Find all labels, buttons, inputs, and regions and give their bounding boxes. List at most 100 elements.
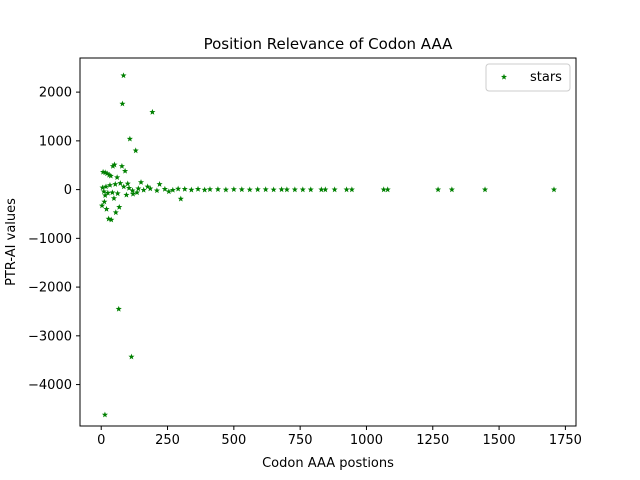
data-point [110,195,117,201]
y-tick-label: 1000 [39,134,72,149]
data-point [161,185,168,192]
data-point [201,186,208,193]
y-tick-label: 0 [64,183,72,198]
data-point [115,305,122,312]
data-point [481,186,489,193]
data-point [194,185,202,192]
data-point [135,185,142,192]
data-point [100,188,107,195]
x-tick-label: 750 [288,433,313,448]
data-point [106,182,114,188]
plot-frame [79,57,577,427]
data-point [98,202,106,209]
data-point [105,215,112,222]
data-point [331,186,338,193]
data-point [283,186,290,193]
legend: stars [485,63,571,92]
y-tick-label: −4000 [28,378,72,393]
y-tick-label: −2000 [28,281,72,296]
data-point [99,184,106,191]
data-point [348,186,355,193]
legend-star-marker [500,73,508,80]
x-tick-label: 1250 [416,433,449,448]
data-point [118,163,125,169]
data-point [299,186,306,193]
data-point [140,186,147,193]
data-point [270,186,277,193]
data-point [123,191,130,198]
y-tick-label: −1000 [28,232,72,247]
data-point [130,190,137,197]
data-point [119,100,126,107]
data-point [206,186,214,192]
data-point [114,190,121,197]
data-point [117,180,124,186]
data-point [116,203,123,210]
x-tick-label: 0 [97,433,105,448]
data-point [114,174,121,181]
data-point [126,135,133,142]
data-point [126,184,133,191]
data-point [230,186,237,192]
data-point [132,147,139,154]
x-tick-label: 1500 [483,433,516,448]
y-tick-label: 2000 [39,86,72,101]
data-point [246,186,253,193]
data-point [238,186,245,193]
data-point [435,186,442,193]
data-point [137,179,145,185]
x-tick-label: 250 [155,433,180,448]
data-point [149,108,156,115]
data-point [102,169,109,176]
x-tick-label: 1000 [350,433,383,448]
data-point [343,186,350,193]
data-point [124,180,131,187]
data-point [214,186,221,192]
x-tick-label: 1750 [549,433,582,448]
data-point [322,186,329,193]
data-point [102,192,109,199]
data-point [307,186,314,193]
data-point [122,167,129,174]
data-point [278,186,285,193]
data-point [165,188,172,195]
x-tick-label: 500 [221,433,246,448]
data-point [384,186,391,193]
data-point [112,181,119,187]
data-point [104,170,111,177]
data-point [120,72,127,79]
data-point [550,186,558,193]
data-point [262,186,269,193]
axis-ticks: 0 250 500 750 1000 1250 1500 1750 −4000 −3000 −200… [28,86,582,448]
data-point [133,189,141,196]
data-point [448,186,455,193]
data-point [112,209,119,216]
y-axis-title: PTR-AI values [4,198,19,286]
legend-star [500,73,508,80]
data-point [120,183,127,190]
data-point [222,186,229,193]
chart-title: Position Relevance of Codon AAA [204,35,454,53]
data-point [188,186,195,193]
x-axis-title: Codon AAA postions [262,456,394,471]
data-point [156,181,163,187]
legend-label: stars [530,70,562,85]
legend-box [485,63,571,92]
data-point [108,216,115,223]
data-point [318,186,325,193]
data-points [98,72,558,418]
data-point [147,185,154,192]
data-point [177,195,184,202]
y-tick-label: −3000 [28,329,72,344]
data-point [106,171,113,178]
data-point [101,198,108,205]
data-point [104,189,111,196]
data-point [129,187,136,194]
data-point [380,186,387,193]
data-point [181,185,188,192]
data-point [103,205,110,212]
data-point [109,163,116,169]
data-point [169,186,176,193]
